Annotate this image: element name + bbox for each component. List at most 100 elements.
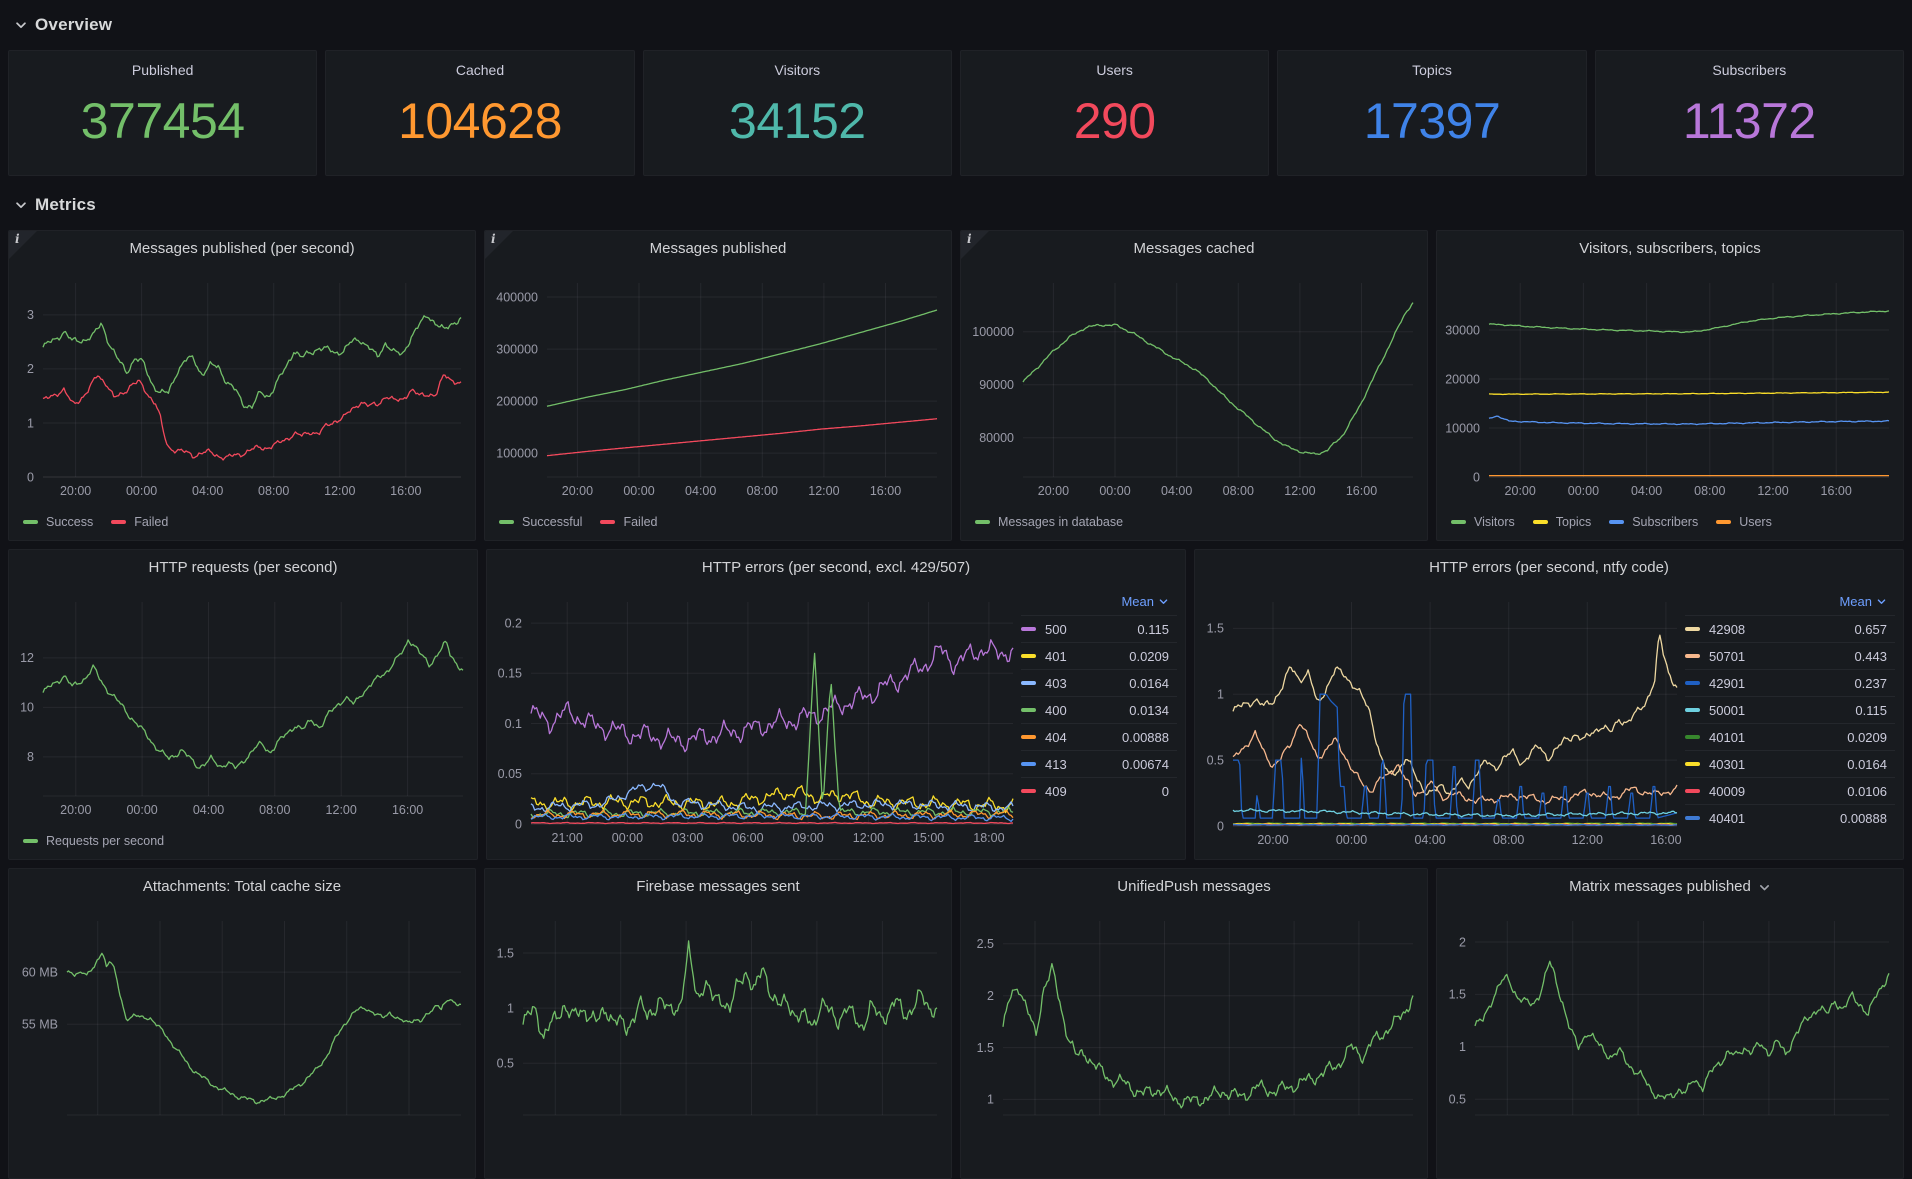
panel-title-text: HTTP requests (per second): [148, 559, 338, 576]
legend: Visitors Topics Subscribers Users: [1451, 515, 1772, 529]
legend-item-400[interactable]: 400 0.0134: [1021, 696, 1177, 723]
svg-text:1: 1: [1217, 688, 1224, 702]
legend-series-name: 40009: [1709, 783, 1746, 799]
legend-item-50701[interactable]: 50701 0.443: [1685, 642, 1895, 669]
legend-item-requests-per-second[interactable]: Requests per second: [23, 834, 164, 848]
stat-panel-cached: Cached 104628: [325, 50, 635, 176]
stat-panel-subscribers: Subscribers 11372: [1594, 50, 1904, 176]
legend-item-42901[interactable]: 42901 0.237: [1685, 669, 1895, 696]
svg-text:08:00: 08:00: [1694, 484, 1725, 498]
legend-item-messages-in-database[interactable]: Messages in database: [975, 515, 1123, 529]
legend-item-visitors[interactable]: Visitors: [1451, 515, 1515, 529]
chart-firebase-messages-sent[interactable]: 0.5 1 1.5: [485, 869, 951, 1178]
panel-title[interactable]: Matrix messages published: [1437, 878, 1903, 895]
legend-mean-header[interactable]: Mean: [1021, 592, 1177, 615]
svg-text:04:00: 04:00: [192, 484, 223, 498]
chart-messages-published-per-second[interactable]: 0 1 2 3 20:00 00:00 04:00 08:00 12:00 16:00: [9, 231, 475, 540]
svg-text:1: 1: [987, 1093, 994, 1107]
legend-item-users[interactable]: Users: [1716, 515, 1772, 529]
chart-http-requests-per-second[interactable]: 8 10 12 20:00 00:00 04:00 08:00 12:00 16:00: [9, 550, 477, 859]
chart-visitors-subscribers-topics[interactable]: 0 10000 20000 30000 20:00 00:00 04:00 08:00 12:0…: [1437, 231, 1903, 540]
legend-series-name: 50701: [1709, 648, 1746, 664]
stat-label: Cached: [455, 62, 505, 78]
series-color-swatch: [23, 839, 38, 843]
legend-mean-value: 0: [1161, 783, 1169, 799]
section-metrics[interactable]: Metrics: [14, 192, 1904, 218]
panel-title[interactable]: Attachments: Total cache size: [9, 878, 475, 895]
chart-matrix-messages-published[interactable]: 0.5 1 1.5 2: [1437, 869, 1903, 1178]
chart-http-errors-per-second-ntfy-code[interactable]: 0 0.5 1 1.5 20:00 00:00 04:00 08:00 12:00 16:00: [1195, 550, 1903, 859]
svg-text:16:00: 16:00: [1650, 833, 1681, 847]
series-50701: [1232, 723, 1678, 805]
legend-item-413[interactable]: 413 0.00674: [1021, 750, 1177, 777]
svg-text:400000: 400000: [496, 290, 538, 304]
panel-title[interactable]: Messages cached: [961, 240, 1427, 257]
chevron-down-icon: [1758, 881, 1771, 894]
legend-item-failed[interactable]: Failed: [111, 515, 168, 529]
svg-text:100000: 100000: [496, 446, 538, 460]
panel-title[interactable]: UnifiedPush messages: [961, 878, 1427, 895]
chart-attachments-total-cache-size[interactable]: 55 MB 60 MB: [9, 869, 475, 1178]
panel-title[interactable]: HTTP errors (per second, excl. 429/507): [487, 559, 1185, 576]
series-messages-in-database: [1022, 302, 1414, 455]
legend-item-500[interactable]: 500 0.115: [1021, 615, 1177, 642]
legend-item-42908[interactable]: 42908 0.657: [1685, 615, 1895, 642]
series-40401: [1232, 823, 1678, 827]
chart-http-errors-per-second-excl-429-507[interactable]: 0 0.05 0.1 0.15 0.2 21:00 00:00 03:00 06:00 09:00…: [487, 550, 1185, 859]
legend-item-successful[interactable]: Successful: [499, 515, 582, 529]
series-matrix-messages-published: [1474, 960, 1890, 1100]
legend-item-404[interactable]: 404 0.00888: [1021, 723, 1177, 750]
chart-messages-published[interactable]: 100000 200000 300000 400000 20:00 00:00 04:00 0…: [485, 231, 951, 540]
panel-http-requests-per-second: HTTP requests (per second) 8 10 12 20:00 00:0…: [8, 549, 478, 860]
svg-text:10000: 10000: [1445, 421, 1480, 435]
legend-series-name: 50001: [1709, 702, 1746, 718]
legend-item-40301[interactable]: 40301 0.0164: [1685, 750, 1895, 777]
legend-mean-header[interactable]: Mean: [1685, 592, 1895, 615]
svg-text:3: 3: [27, 308, 34, 322]
svg-text:0.05: 0.05: [498, 767, 522, 781]
series-color-swatch: [1021, 681, 1036, 685]
svg-text:16:00: 16:00: [392, 803, 423, 817]
legend-item-failed[interactable]: Failed: [600, 515, 658, 529]
legend-item-success[interactable]: Success: [23, 515, 93, 529]
svg-text:0.1: 0.1: [505, 717, 522, 731]
series-visitors: [1488, 310, 1890, 334]
svg-text:00:00: 00:00: [126, 803, 157, 817]
series-failed: [546, 418, 938, 457]
panel-title[interactable]: Firebase messages sent: [485, 878, 951, 895]
series-413: [530, 812, 1014, 823]
legend-item-40401[interactable]: 40401 0.00888: [1685, 804, 1895, 831]
legend-item-40009[interactable]: 40009 0.0106: [1685, 777, 1895, 804]
stat-value: 17397: [1363, 92, 1501, 149]
series-success: [42, 315, 462, 409]
series-unifiedpush-messages: [1002, 962, 1414, 1109]
legend-label: Topics: [1555, 515, 1592, 529]
legend: Requests per second: [23, 834, 164, 848]
legend: Successful Failed: [499, 515, 658, 529]
legend-item-401[interactable]: 401 0.0209: [1021, 642, 1177, 669]
svg-text:200000: 200000: [496, 394, 538, 408]
legend-mean-label: Mean: [1839, 594, 1872, 609]
chart-messages-cached[interactable]: 80000 90000 100000 20:00 00:00 04:00 08:00 12:0…: [961, 231, 1427, 540]
legend-item-subscribers[interactable]: Subscribers: [1609, 515, 1698, 529]
legend-item-403[interactable]: 403 0.0164: [1021, 669, 1177, 696]
svg-text:08:00: 08:00: [259, 803, 290, 817]
legend-item-50001[interactable]: 50001 0.115: [1685, 696, 1895, 723]
series-color-swatch: [1021, 654, 1036, 658]
legend-table: Mean 42908 0.657 50701 0.443 42901 0.237 50001 0…: [1685, 592, 1895, 831]
panel-title[interactable]: Messages published: [485, 240, 951, 257]
legend-mean-value: 0.0134: [1129, 702, 1169, 718]
panel-title[interactable]: Messages published (per second): [9, 240, 475, 257]
legend-item-40101[interactable]: 40101 0.0209: [1685, 723, 1895, 750]
chart-unifiedpush-messages[interactable]: 1 1.5 2 2.5: [961, 869, 1427, 1178]
panel-title[interactable]: Visitors, subscribers, topics: [1437, 240, 1903, 257]
panel-title[interactable]: HTTP requests (per second): [9, 559, 477, 576]
legend-mean-value: 0.237: [1854, 675, 1887, 691]
svg-text:08:00: 08:00: [1493, 833, 1524, 847]
panel-title[interactable]: HTTP errors (per second, ntfy code): [1195, 559, 1903, 576]
legend-item-409[interactable]: 409 0: [1021, 777, 1177, 804]
section-overview[interactable]: Overview: [14, 12, 1904, 38]
svg-text:10: 10: [20, 701, 34, 715]
legend-item-topics[interactable]: Topics: [1532, 515, 1592, 529]
svg-text:12:00: 12:00: [324, 484, 355, 498]
